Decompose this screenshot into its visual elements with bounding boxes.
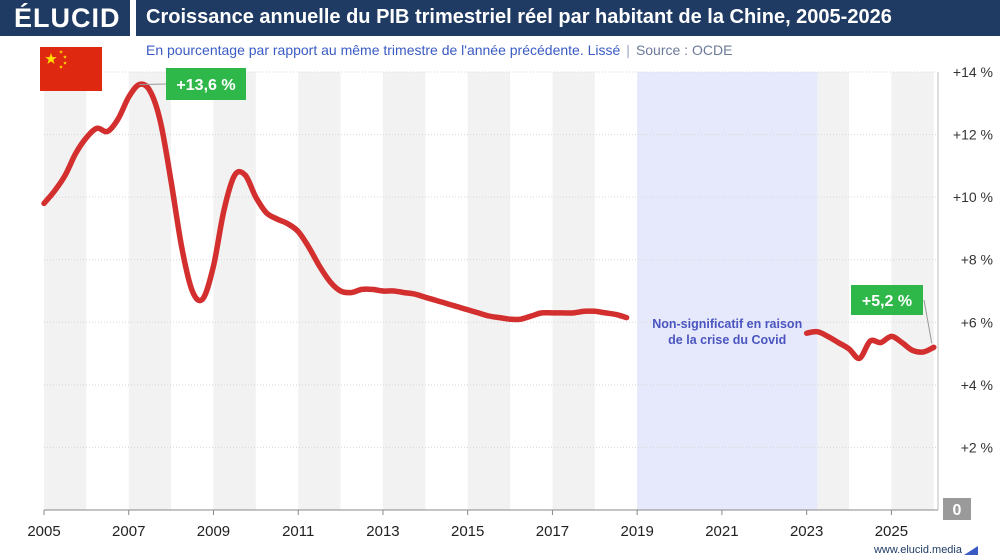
chart-subtitle: En pourcentage par rapport au même trime… <box>146 42 732 58</box>
flag-big-star-icon <box>45 53 57 64</box>
annotation-badge-latest <box>851 285 923 315</box>
year-band <box>44 72 87 510</box>
x-tick-label: 2021 <box>705 523 738 540</box>
y-tick-label: +6 % <box>961 314 993 330</box>
x-tick-label: 2009 <box>197 523 230 540</box>
annotation-label-latest: +5,2 % <box>862 293 912 310</box>
annotation-leader-max <box>139 83 169 86</box>
x-tick-label: 2007 <box>112 523 145 540</box>
arrow-icon <box>964 546 978 555</box>
year-band <box>298 72 341 510</box>
covid-shaded-region <box>637 72 818 510</box>
annotation-leader-latest <box>923 299 933 344</box>
y-tick-label: +2 % <box>961 439 993 455</box>
annotation-badge-max <box>166 68 246 100</box>
chart-title: Croissance annuelle du PIB trimestriel r… <box>146 6 892 28</box>
x-tick-label: 2015 <box>451 523 484 540</box>
flag-small-star-icon <box>63 61 67 65</box>
x-tick-label: 2013 <box>366 523 399 540</box>
covid-label-line1: Non-significatif en raison <box>652 317 802 331</box>
x-tick-label: 2019 <box>620 523 653 540</box>
zero-badge <box>943 498 971 520</box>
covid-label-line2: de la crise du Covid <box>668 333 786 347</box>
x-tick-label: 2017 <box>536 523 569 540</box>
y-tick-label: +4 % <box>961 377 993 393</box>
zero-label: 0 <box>953 502 962 519</box>
year-band <box>552 72 595 510</box>
flag-small-star-icon <box>59 50 63 54</box>
subtitle-text: En pourcentage par rapport au même trime… <box>146 42 621 58</box>
subtitle-separator: | <box>626 42 630 58</box>
x-tick-label: 2011 <box>282 523 314 540</box>
year-band <box>213 72 256 510</box>
y-tick-label: +10 % <box>953 189 993 205</box>
header-separator <box>130 0 136 36</box>
x-tick-label: 2025 <box>875 523 908 540</box>
header-bar: ÉLUCID Croissance annuelle du PIB trimes… <box>0 0 1000 36</box>
source-text: Source : OCDE <box>635 42 733 58</box>
year-band <box>467 72 511 510</box>
y-tick-label: +14 % <box>953 64 993 80</box>
y-tick-label: +8 % <box>961 252 993 268</box>
series-line-apres-covid <box>803 328 937 362</box>
annotation-label-max: +13,6 % <box>176 77 235 94</box>
brand-logo[interactable]: ÉLUCID <box>14 3 121 33</box>
flag-small-star-icon <box>63 55 67 59</box>
china-flag-icon <box>40 47 102 91</box>
x-tick-label: 2005 <box>27 523 60 540</box>
flag-small-star-icon <box>59 65 63 69</box>
y-tick-label: +12 % <box>953 127 993 143</box>
website-link[interactable]: www.elucid.media <box>873 544 962 556</box>
x-tick-label: 2023 <box>790 523 823 540</box>
